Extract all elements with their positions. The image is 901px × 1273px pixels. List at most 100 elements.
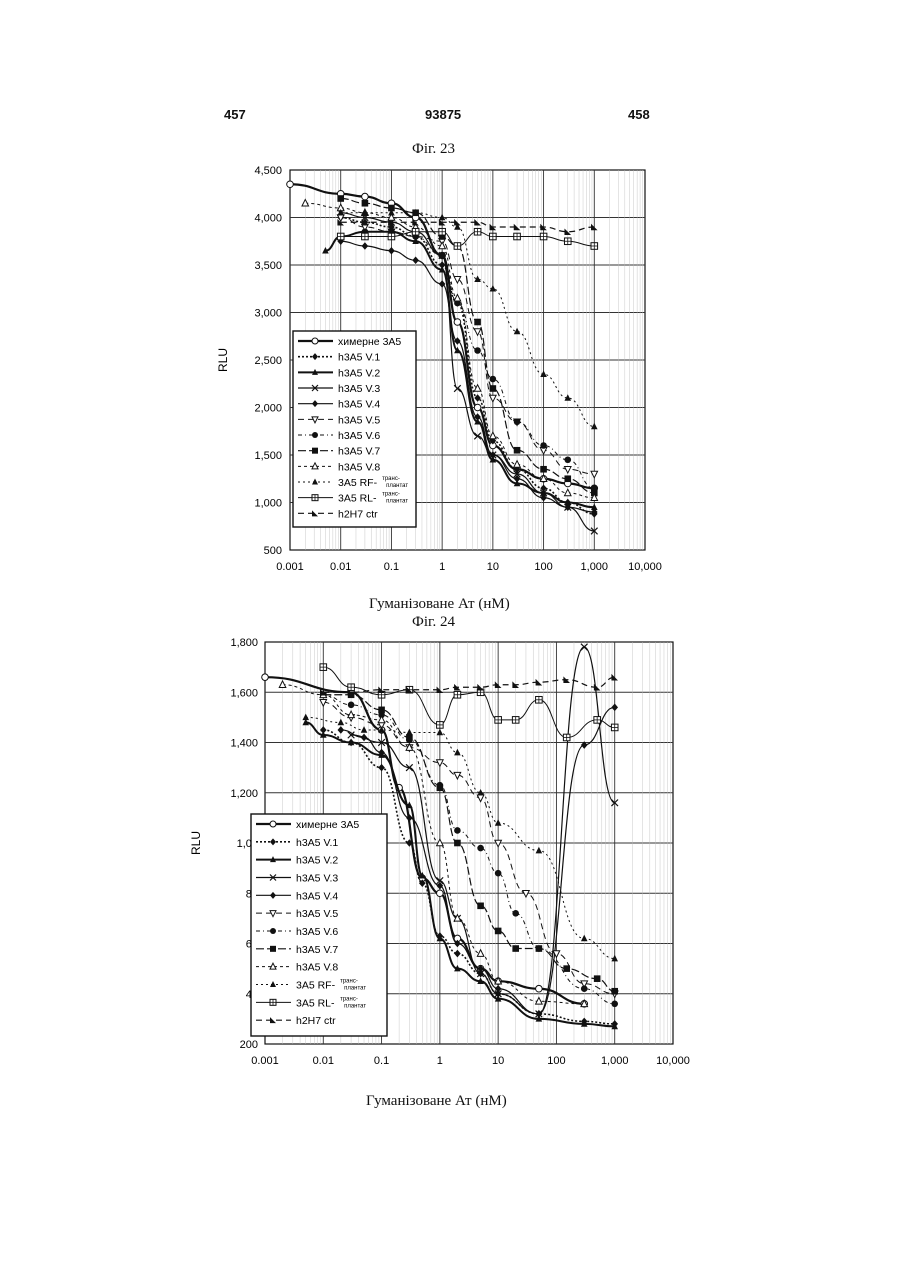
data-point (536, 985, 543, 992)
data-point (536, 696, 543, 703)
legend: химерне 3А5h3A5 V.1h3A5 V.2h3A5 V.3h3A5 … (251, 814, 387, 1036)
legend-marker (312, 495, 318, 501)
x-tick-label: 100 (547, 1055, 565, 1067)
data-point (563, 965, 570, 972)
data-point (320, 664, 327, 671)
data-point (412, 228, 419, 235)
data-point (454, 243, 461, 250)
data-point (512, 717, 519, 724)
data-point (337, 233, 344, 240)
data-point (564, 456, 571, 463)
x-tick-label: 0.1 (374, 1055, 389, 1067)
y-tick-label: 4,000 (254, 213, 282, 225)
data-point (348, 702, 355, 709)
y-tick-label: 1,200 (230, 788, 258, 800)
y-tick-label: 200 (240, 1039, 258, 1051)
legend-label: h3A5 V.3 (338, 383, 380, 395)
data-point (378, 707, 385, 714)
data-point (564, 475, 571, 482)
y-tick-label: 4,500 (254, 165, 282, 177)
x-tick-label: 1,000 (581, 561, 609, 573)
data-point (594, 975, 601, 982)
data-point (362, 233, 369, 240)
legend-marker (312, 432, 318, 438)
legend-label: h3A5 V.4 (338, 399, 380, 411)
data-point (454, 691, 461, 698)
data-point (495, 870, 502, 877)
data-point (536, 945, 543, 952)
chart-1: 5001,0001,5002,0002,5003,0003,5004,0004,… (216, 165, 662, 573)
x-tick-label: 100 (534, 561, 552, 573)
x-tick-label: 0.001 (251, 1055, 279, 1067)
legend-label: h3A5 V.2 (296, 855, 338, 867)
legend-label: h3A5 V.7 (296, 944, 338, 956)
x-tick-label: 10,000 (628, 561, 662, 573)
data-point (474, 319, 481, 326)
data-point (512, 910, 519, 917)
legend-label: h3A5 V.6 (338, 430, 380, 442)
data-point (262, 674, 269, 681)
legend-superscript: транс- (340, 996, 358, 1002)
data-point (611, 988, 618, 995)
legend-marker (312, 338, 318, 344)
data-point (437, 722, 444, 729)
legend-label: h3A5 V.8 (338, 461, 380, 473)
data-point (362, 200, 369, 207)
legend-label: 3A5 RL- (296, 997, 335, 1009)
legend: химерне 3А5h3A5 V.1h3A5 V.2h3A5 V.3h3A5 … (293, 331, 416, 527)
legend-superscript: транс- (340, 979, 358, 985)
x-tick-label: 0.01 (313, 1055, 334, 1067)
legend-superscript: плантат (344, 1003, 366, 1009)
legend-label: h3A5 V.6 (296, 926, 338, 938)
y-tick-label: 500 (264, 545, 282, 557)
data-point (490, 233, 497, 240)
legend-marker (270, 946, 276, 952)
data-point (439, 252, 446, 259)
data-point (337, 195, 344, 202)
data-point (439, 228, 446, 235)
legend-label: химерне 3А5 (296, 819, 359, 831)
data-point (477, 845, 484, 852)
legend-marker (270, 821, 276, 827)
data-point (454, 840, 461, 847)
data-point (611, 724, 618, 731)
data-point (591, 243, 598, 250)
data-point (540, 442, 547, 449)
y-tick-label: 2,000 (254, 403, 282, 415)
data-point (594, 717, 601, 724)
data-point (563, 734, 570, 741)
data-point (512, 945, 519, 952)
data-point (490, 376, 497, 383)
y-tick-label: 1,800 (230, 637, 258, 649)
data-point (474, 228, 481, 235)
y-axis-label: RLU (216, 348, 230, 372)
data-point (362, 193, 369, 200)
legend-label: 3A5 RF- (338, 477, 378, 489)
x-tick-label: 0.01 (330, 561, 351, 573)
legend-label: h3A5 V.7 (338, 446, 380, 458)
x-tick-label: 0.001 (276, 561, 304, 573)
x-tick-label: 0.1 (384, 561, 399, 573)
x-tick-label: 1 (437, 1055, 443, 1067)
data-point (514, 233, 521, 240)
data-point (454, 319, 461, 326)
legend-label: h3A5 V.5 (338, 414, 380, 426)
legend-label: h3A5 V.2 (338, 367, 380, 379)
data-point (514, 418, 521, 425)
chart-2: 2004060801,001,2001,4001,6001,8000.0010.… (189, 637, 690, 1067)
data-point (477, 903, 484, 910)
data-point (564, 238, 571, 245)
legend-superscript: транс- (382, 492, 400, 498)
x-tick-label: 10,000 (656, 1055, 690, 1067)
legend-label: 3A5 RL- (338, 493, 377, 505)
legend-marker (312, 448, 318, 454)
data-point (454, 827, 461, 834)
data-point (474, 404, 481, 411)
data-point (388, 233, 395, 240)
data-point (514, 447, 521, 454)
x-tick-label: 10 (487, 561, 499, 573)
legend-label: h3A5 V.5 (296, 908, 338, 920)
data-point (540, 233, 547, 240)
data-point (540, 466, 547, 473)
